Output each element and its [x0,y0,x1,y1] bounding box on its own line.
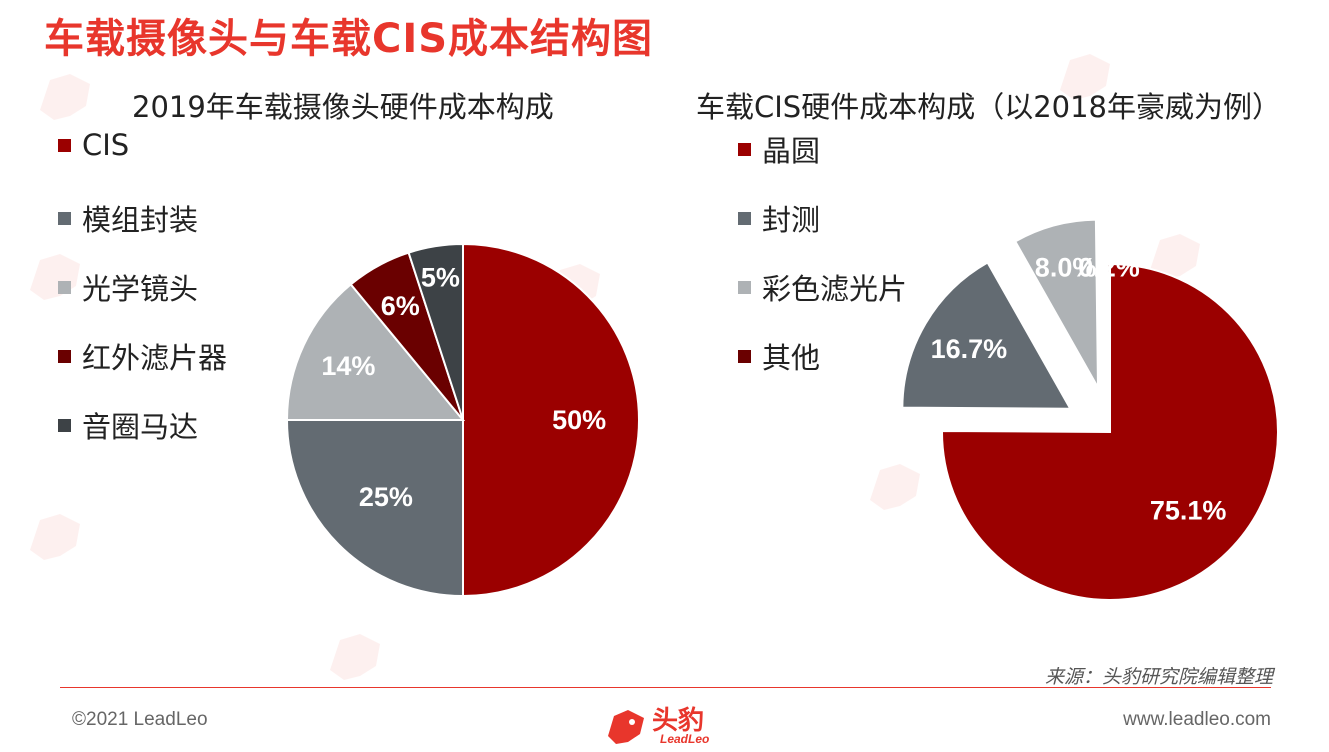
legend-label: 光学镜头 [82,272,199,306]
legend-swatch [738,211,751,225]
pie-slice [1106,262,1111,433]
legend-item: 彩色滤光片 [738,266,907,308]
legend-label: 其他 [762,341,821,375]
legend-swatch [58,349,71,363]
page-title: 车载摄像头与车载CIS成本结构图 [44,16,654,62]
legend-swatch [58,138,71,152]
source-note: 来源：头豹研究院编辑整理 [1044,666,1273,688]
chart-title-camera: 2019年车载摄像头硬件成本构成 [132,90,554,124]
copyright: ©2021 LeadLeo [72,709,208,730]
legend-swatch [738,280,751,294]
legend-item: 红外滤片器 [58,335,227,377]
legend-swatch [58,280,71,294]
legend-item: 音圈马达 [58,404,198,446]
footer-divider [60,687,1271,688]
legend-swatch [58,211,71,225]
legend-label: 音圈马达 [82,410,199,444]
logo-text-en: LeadLeo [660,732,710,746]
legend-item: 光学镜头 [58,266,198,308]
slice-value-label: 14% [321,351,375,381]
legend-label: 彩色滤光片 [762,272,908,306]
website-link[interactable]: www.leadleo.com [1123,709,1271,730]
chart-title-cis: 车载CIS硬件成本构成（以2018年豪威为例） [696,90,1282,124]
legend-swatch [738,349,751,363]
legend-swatch [738,142,751,156]
pie-slice [1013,218,1099,389]
legend-label: 晶圆 [762,134,821,168]
logo-text-cn: 头豹 [652,706,705,736]
slice-value-label: 50% [552,405,606,435]
pie-slice [462,242,640,598]
legend-item: 封测 [738,197,820,239]
pie-slice [940,262,1279,601]
legend-item: 模组封装 [58,197,198,239]
legend-item: CIS [58,128,129,162]
legend-label: 红外滤片器 [82,341,228,375]
slice-value-label: 5% [421,262,460,292]
pie-slice [285,282,466,421]
legend-swatch [58,418,71,432]
legend-label: 封测 [762,203,821,237]
slice-value-label: 75.1% [1150,496,1227,526]
slice-value-label: 25% [359,482,413,512]
legend-item: 其他 [738,335,820,377]
slice-value-label: 6% [381,291,420,321]
legend-label: CIS [82,128,130,162]
pie-slice [407,242,464,421]
leopard-logo-icon [608,710,644,744]
pie-slice [901,261,1073,410]
slice-value-label: 16.7% [931,334,1008,364]
legend-item: 晶圆 [738,128,820,170]
legend-label: 模组封装 [82,203,199,237]
slice-value-label: 8.0% [1035,253,1097,283]
leadleo-logo: 头豹 LeadLeo [602,700,732,752]
pie-slice [285,419,464,598]
slice-value-label: 0.2% [1078,252,1140,282]
